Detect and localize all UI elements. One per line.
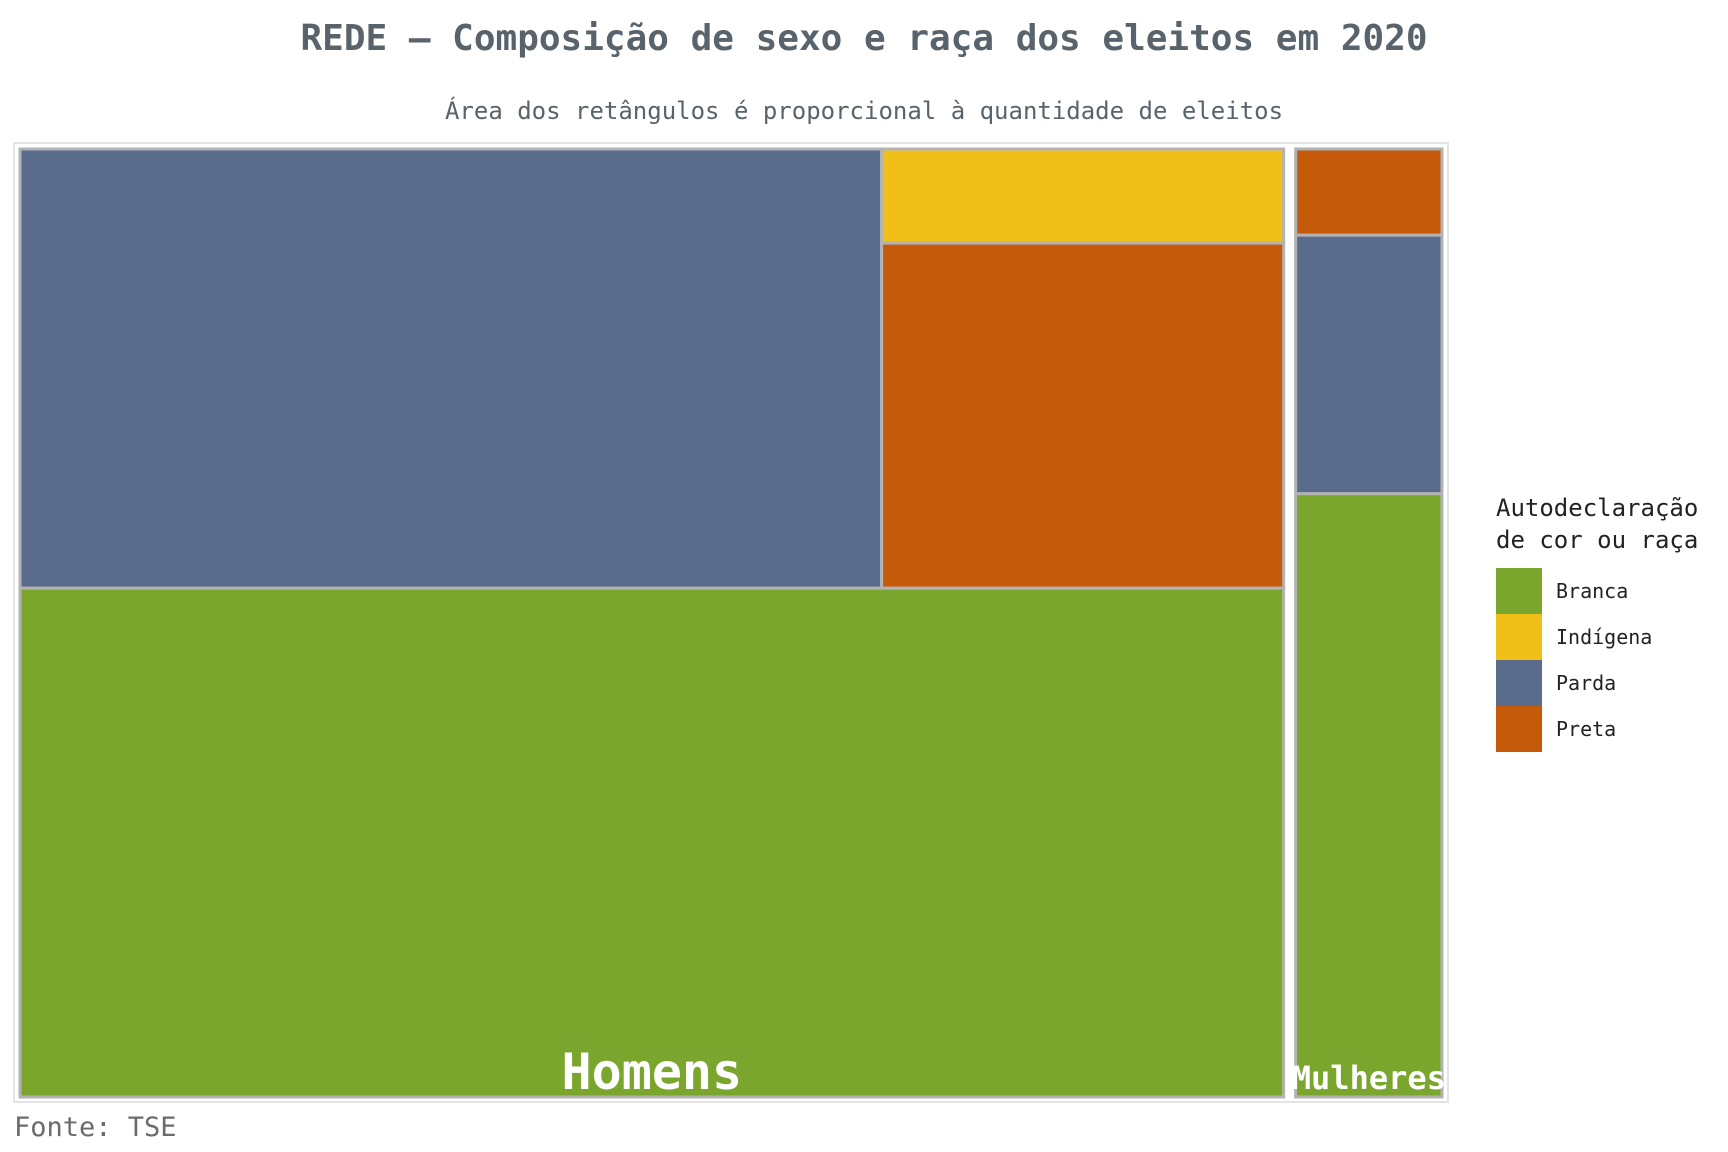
tile-homens-branca — [18, 586, 1286, 1099]
legend-item-preta: Preta — [1496, 706, 1698, 752]
legend-label-indigena: Indígena — [1556, 625, 1653, 649]
group-label-homens: Homens — [562, 1043, 743, 1101]
tile-homens-indigena — [880, 147, 1286, 245]
tile-mulheres-preta — [1294, 147, 1444, 237]
legend-item-branca: Branca — [1496, 568, 1698, 614]
tile-homens-parda — [18, 147, 884, 590]
legend-swatch-indigena — [1496, 614, 1542, 660]
treemap-frame — [13, 142, 1449, 1103]
chart-subtitle: Área dos retângulos é proporcional à qua… — [444, 97, 1284, 125]
legend-item-indigena: Indígena — [1496, 614, 1698, 660]
legend-swatch-parda — [1496, 660, 1542, 706]
legend-label-preta: Preta — [1556, 717, 1617, 741]
chart-source: Fonte: TSE — [14, 1112, 177, 1143]
legend-title: Autodeclaração de cor ou raça — [1496, 494, 1699, 554]
legend-swatch-branca — [1496, 568, 1542, 614]
legend-swatch-preta — [1496, 706, 1542, 752]
tile-mulheres-branca — [1294, 492, 1444, 1099]
legend-label-branca: Branca — [1556, 579, 1629, 603]
chart-title: REDE – Composição de sexo e raça dos ele… — [300, 18, 1428, 59]
tile-homens-preta — [880, 241, 1286, 590]
tile-mulheres-parda — [1294, 233, 1444, 496]
group-label-mulheres: Mulheres — [1292, 1059, 1446, 1097]
legend-item-parda: Parda — [1496, 660, 1698, 706]
legend: Autodeclaração de cor ou raça Branca Ind… — [1496, 492, 1698, 752]
legend-label-parda: Parda — [1556, 671, 1617, 695]
